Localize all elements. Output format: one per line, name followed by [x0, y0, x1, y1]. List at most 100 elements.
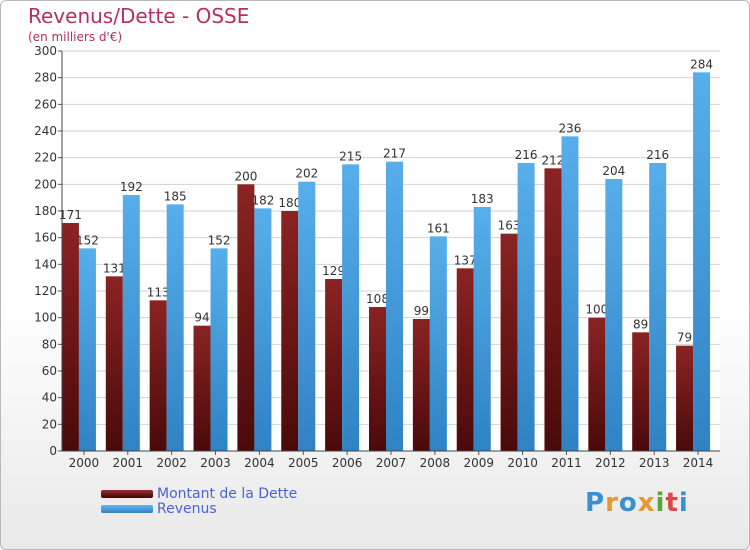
bar-revenus — [649, 163, 667, 451]
bar-dette — [281, 211, 299, 451]
x-tick-label: 2004 — [244, 456, 275, 470]
data-label-revenus: 216 — [515, 148, 538, 162]
data-label-revenus: 217 — [383, 147, 406, 161]
x-tick-label: 2007 — [376, 456, 407, 470]
data-label-dette: 108 — [366, 292, 389, 306]
data-label-dette: 113 — [147, 285, 170, 299]
data-label-revenus: 182 — [251, 193, 274, 207]
bar-dette — [456, 268, 474, 451]
y-tick-label: 240 — [34, 124, 57, 138]
bar-dette — [193, 325, 211, 451]
y-tick-label: 40 — [42, 391, 57, 405]
data-label-dette: 131 — [103, 261, 126, 275]
logo-letter: i — [678, 488, 689, 518]
data-label-dette: 180 — [278, 196, 301, 210]
bar-revenus — [561, 136, 579, 452]
bar-revenus — [166, 204, 184, 451]
bar-dette — [149, 300, 167, 451]
x-tick-label: 2014 — [683, 456, 714, 470]
data-label-dette: 137 — [454, 253, 477, 267]
bar-revenus — [210, 248, 228, 451]
x-tick-label: 2006 — [332, 456, 363, 470]
bar-revenus — [693, 72, 711, 451]
x-tick-label: 2013 — [639, 456, 670, 470]
y-tick-label: 80 — [42, 337, 57, 351]
logo-letter: x — [637, 488, 656, 518]
bar-dette — [61, 223, 79, 451]
data-label-dette: 129 — [322, 264, 345, 278]
data-label-revenus: 192 — [120, 180, 143, 194]
data-label-dette: 99 — [414, 304, 429, 318]
logo-letter: r — [605, 488, 619, 518]
data-label-revenus: 236 — [559, 121, 582, 135]
x-tick-label: 2012 — [595, 456, 626, 470]
x-tick-label: 2008 — [420, 456, 451, 470]
y-tick-label: 120 — [34, 284, 57, 298]
data-label-dette: 94 — [194, 311, 209, 325]
logo-letter: i — [655, 488, 666, 518]
data-label-dette: 171 — [59, 208, 82, 222]
y-tick-label: 100 — [34, 311, 57, 325]
bar-dette — [676, 345, 694, 451]
x-tick-label: 2005 — [288, 456, 319, 470]
bar-dette — [588, 317, 606, 451]
bar-revenus — [78, 248, 96, 451]
proxiti-logo: Proxiti — [585, 488, 689, 518]
y-tick-label: 160 — [34, 231, 57, 245]
legend-label-revenus: Revenus — [157, 501, 217, 517]
bar-dette — [237, 184, 255, 452]
y-tick-label: 0 — [49, 444, 57, 458]
x-tick-label: 2000 — [69, 456, 100, 470]
legend-label-dette: Montant de la Dette — [157, 486, 298, 502]
bar-revenus — [122, 195, 140, 451]
data-label-dette: 89 — [633, 317, 648, 331]
data-label-revenus: 161 — [427, 221, 450, 235]
y-tick-label: 60 — [42, 364, 57, 378]
chart-title: Revenus/Dette - OSSE — [28, 4, 250, 28]
data-label-dette: 200 — [234, 169, 257, 183]
bar-revenus — [429, 236, 447, 451]
x-tick-label: 2010 — [507, 456, 538, 470]
data-label-dette: 163 — [498, 219, 521, 233]
bar-revenus — [298, 181, 316, 451]
data-label-revenus: 215 — [339, 149, 362, 163]
x-tick-label: 2001 — [113, 456, 144, 470]
data-label-revenus: 204 — [602, 164, 625, 178]
x-tick-label: 2009 — [463, 456, 494, 470]
logo-letter: P — [585, 488, 606, 518]
bar-revenus — [517, 163, 535, 451]
bar-revenus — [342, 164, 360, 452]
y-tick-label: 300 — [34, 44, 57, 58]
x-tick-label: 2011 — [551, 456, 582, 470]
bar-dette — [500, 233, 518, 451]
x-tick-label: 2003 — [200, 456, 231, 470]
data-label-revenus: 216 — [646, 148, 669, 162]
bar-dette — [412, 319, 430, 451]
bar-revenus — [254, 208, 272, 451]
bar-dette — [325, 279, 343, 451]
data-label-revenus: 202 — [295, 167, 318, 181]
data-label-revenus: 152 — [76, 233, 99, 247]
data-label-revenus: 183 — [471, 192, 494, 206]
legend-swatch-revenus — [101, 505, 153, 513]
legend-swatch-dette — [101, 490, 153, 498]
bar-revenus — [473, 207, 491, 451]
y-tick-label: 260 — [34, 97, 57, 111]
y-tick-label: 280 — [34, 71, 57, 85]
data-label-revenus: 284 — [690, 57, 713, 71]
y-tick-label: 180 — [34, 204, 57, 218]
y-tick-label: 140 — [34, 257, 57, 271]
bar-dette — [369, 307, 386, 451]
bar-revenus — [386, 161, 403, 451]
data-label-dette: 100 — [585, 303, 608, 317]
data-label-dette: 79 — [677, 331, 692, 345]
logo-letter: o — [618, 488, 638, 518]
bar-dette — [632, 332, 650, 451]
bar-dette — [105, 276, 123, 451]
chart-subtitle: (en milliers d'€) — [28, 30, 123, 44]
data-label-revenus: 152 — [208, 233, 231, 247]
y-tick-label: 20 — [42, 417, 57, 431]
y-tick-label: 200 — [34, 177, 57, 191]
